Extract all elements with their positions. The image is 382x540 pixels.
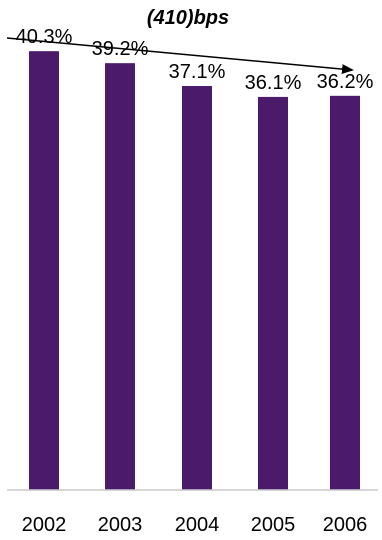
x-tick-label-2004: 2004 xyxy=(175,514,220,536)
trend-annotation-label: (410)bps xyxy=(147,7,229,29)
data-labels-group: 40.3% 39.2% 37.1% 36.1% 36.2% xyxy=(16,26,374,94)
x-tick-label-2006: 2006 xyxy=(323,514,368,536)
x-tick-label-2003: 2003 xyxy=(98,514,143,536)
bar-2002 xyxy=(29,51,59,491)
x-tick-label-2005: 2005 xyxy=(251,514,296,536)
bar-2004 xyxy=(182,86,212,491)
x-tick-labels: 2002 2003 2004 2005 2006 xyxy=(22,514,368,536)
bar-2006 xyxy=(330,95,360,491)
data-label-2004: 37.1% xyxy=(169,61,226,83)
data-label-2003: 39.2% xyxy=(92,38,149,60)
bars-group xyxy=(29,51,360,491)
x-tick-label-2002: 2002 xyxy=(22,514,67,536)
bar-2005 xyxy=(258,96,288,491)
bar-2003 xyxy=(105,63,135,491)
trend-arrow xyxy=(6,37,354,75)
data-label-2002: 40.3% xyxy=(16,26,73,48)
data-label-2005: 36.1% xyxy=(245,72,302,94)
data-label-2006: 36.2% xyxy=(317,71,374,93)
